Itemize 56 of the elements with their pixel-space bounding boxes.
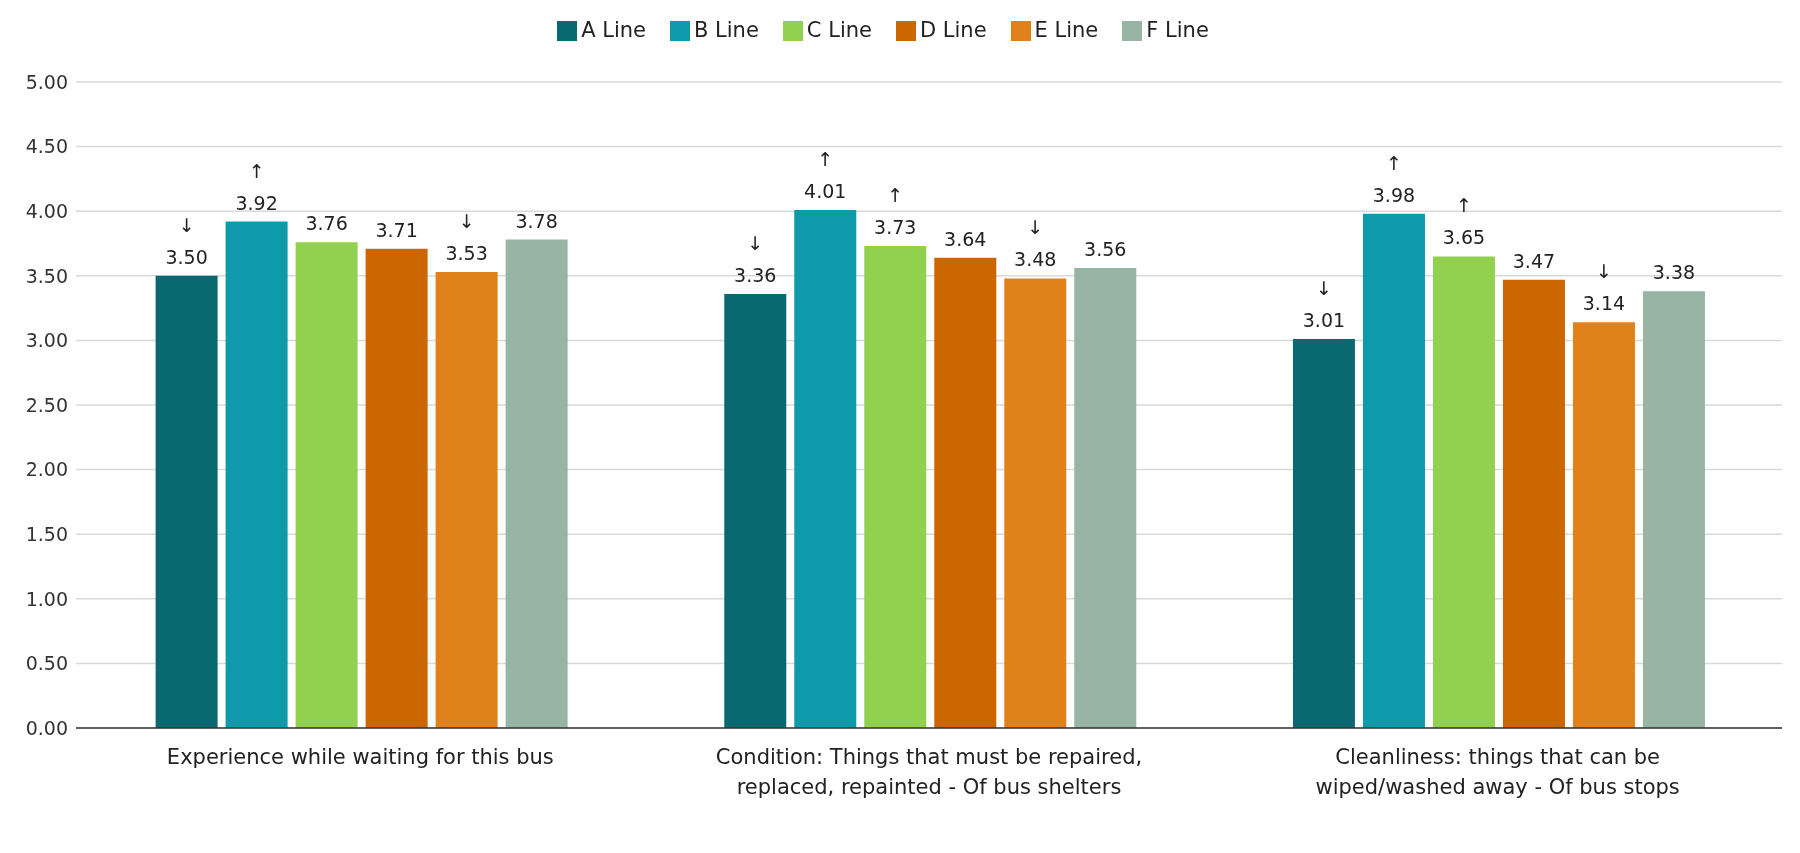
legend-label: C Line [806,18,872,42]
bar [1432,256,1495,728]
bar [155,275,218,728]
data-label: ↓ 3.14 [1582,260,1626,315]
bar [864,246,927,728]
y-tick-label: 0.50 [25,652,68,675]
bar [1362,213,1425,728]
y-tick-label: 0.00 [25,716,68,739]
bar [505,239,568,728]
y-tick-label: 4.50 [25,135,68,158]
data-label: 3.78 [515,209,558,232]
bar [435,271,498,728]
bar [1074,268,1137,728]
bar [225,221,288,728]
data-label: 3.38 [1652,261,1696,284]
data-label: ↑ 3.98 [1372,151,1416,206]
legend-label: A Line [581,18,646,42]
bar [1642,291,1705,728]
y-tick-label: 1.00 [25,587,68,610]
y-tick-label: 1.50 [25,522,68,545]
legend-label: B Line [693,18,759,42]
data-label: 3.76 [305,212,348,235]
data-label: ↑ 3.65 [1442,194,1486,249]
data-label: ↑ 3.92 [235,159,278,214]
bar [794,209,857,728]
y-tick-label: 4.00 [25,199,68,222]
x-tick-label: Condition: Things that must be repaired, replaced, repainted - Of bus shelters [715,745,1143,799]
data-label: 3.47 [1512,249,1556,272]
legend-label: F Line [1146,18,1209,42]
data-label: 3.56 [1084,238,1127,261]
bar [1292,339,1355,728]
data-label: ↓ 3.53 [445,209,488,264]
bar [1502,279,1565,728]
y-tick-label: 2.50 [25,393,68,416]
x-tick-label: Experience while waiting for this bus [166,745,554,769]
data-label: ↓ 3.36 [734,231,777,286]
legend-label: E Line [1034,18,1099,42]
data-label: ↓ 3.01 [1302,277,1346,332]
bar [1572,322,1635,728]
data-label: ↓ 3.48 [1014,216,1057,271]
data-label: ↑ 3.73 [874,184,917,239]
x-tick-label: Cleanliness: things that can be wiped/washed away - Of bus stops [1315,745,1680,799]
bar [295,242,358,728]
data-label: ↑ 4.01 [804,147,847,202]
legend-label: D Line [919,18,987,42]
y-tick-label: 3.00 [25,329,68,352]
bar [365,248,428,728]
data-label: 3.71 [375,218,418,241]
data-label: 3.64 [944,227,987,250]
y-tick-label: 5.00 [25,70,68,93]
y-tick-label: 2.00 [25,458,68,481]
y-tick-label: 3.50 [25,264,68,287]
bar [1004,278,1067,728]
bar [724,293,787,728]
bar [934,257,997,728]
data-label: ↓ 3.50 [165,213,208,268]
